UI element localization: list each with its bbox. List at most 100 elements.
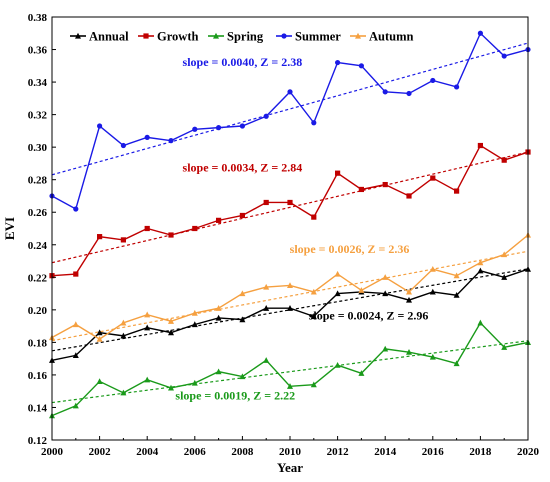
slope-annotation: slope = 0.0024, Z = 2.96 bbox=[309, 309, 429, 323]
data-point-growth bbox=[311, 214, 317, 220]
y-tick-label: 0.12 bbox=[28, 435, 48, 447]
data-point-annual bbox=[310, 313, 317, 319]
x-tick-label: 2018 bbox=[469, 446, 492, 458]
data-point-growth bbox=[239, 212, 245, 219]
data-point-autumn bbox=[96, 335, 103, 342]
legend-swatch-marker bbox=[281, 33, 287, 39]
data-point-growth bbox=[287, 199, 293, 206]
data-point-spring bbox=[144, 376, 151, 383]
data-point-autumn bbox=[310, 288, 317, 295]
data-point-growth bbox=[430, 175, 436, 181]
legend-item-spring: Spring bbox=[208, 30, 264, 44]
data-series bbox=[49, 30, 531, 419]
data-point-summer bbox=[454, 84, 460, 90]
data-point-summer bbox=[430, 77, 436, 84]
data-point-summer bbox=[168, 138, 174, 144]
series-summer bbox=[49, 30, 531, 212]
data-point-annual bbox=[406, 296, 412, 303]
data-point-spring bbox=[477, 319, 484, 326]
data-point-autumn bbox=[382, 274, 389, 280]
x-tick-label: 2004 bbox=[136, 446, 159, 458]
data-point-spring bbox=[287, 383, 293, 389]
data-point-spring bbox=[96, 378, 103, 385]
y-tick-label: 0.28 bbox=[28, 175, 48, 187]
data-point-autumn bbox=[287, 282, 293, 289]
legend-item-summer: Summer bbox=[276, 30, 341, 44]
y-tick-label: 0.32 bbox=[28, 110, 48, 122]
y-tick-label: 0.14 bbox=[28, 402, 48, 414]
data-point-annual bbox=[429, 288, 436, 295]
data-point-growth bbox=[406, 193, 412, 199]
data-point-autumn bbox=[191, 309, 198, 316]
data-point-summer bbox=[335, 59, 341, 66]
y-tick-label: 0.20 bbox=[28, 305, 48, 317]
y-tick-label: 0.30 bbox=[28, 142, 48, 154]
data-point-summer bbox=[192, 126, 198, 132]
data-point-summer bbox=[311, 120, 317, 126]
data-point-autumn bbox=[144, 311, 151, 318]
legend-swatch-marker bbox=[355, 32, 361, 39]
series-growth bbox=[49, 142, 531, 279]
data-point-growth bbox=[144, 225, 150, 232]
axes: 0.12 0.14 0.16 0.18 0.20 0.22 0.24 0.26 0.28 0.30… bbox=[28, 12, 540, 458]
legend-label: Summer bbox=[295, 30, 341, 44]
data-point-annual bbox=[287, 305, 293, 311]
data-point-spring bbox=[429, 353, 436, 360]
data-point-spring bbox=[120, 389, 127, 396]
data-point-annual bbox=[501, 274, 508, 280]
data-point-summer bbox=[120, 142, 126, 149]
y-tick-label: 0.22 bbox=[28, 272, 48, 284]
plot-frame bbox=[51, 16, 529, 441]
x-axis-title: Year bbox=[277, 460, 303, 475]
data-point-annual bbox=[239, 316, 246, 323]
trend-lines bbox=[51, 42, 529, 404]
data-point-spring bbox=[215, 368, 222, 375]
x-tick-label: 2012 bbox=[327, 446, 350, 458]
trend-line-growth bbox=[51, 151, 529, 264]
data-point-spring bbox=[72, 402, 79, 409]
data-point-autumn bbox=[453, 272, 460, 279]
data-point-annual bbox=[453, 292, 460, 298]
x-tick-label: 2000 bbox=[41, 446, 64, 458]
data-point-growth bbox=[358, 186, 364, 193]
data-point-autumn bbox=[501, 251, 508, 258]
data-point-annual bbox=[382, 290, 389, 297]
slope-annotation: slope = 0.0026, Z = 2.36 bbox=[290, 242, 410, 256]
data-point-spring bbox=[310, 381, 317, 388]
slope-annotation: slope = 0.0040, Z = 2.38 bbox=[183, 55, 303, 69]
data-point-growth bbox=[97, 234, 103, 240]
slope-annotations: slope = 0.0040, Z = 2.38 slope = 0.0034, … bbox=[175, 55, 428, 403]
slope-annotation: slope = 0.0019, Z = 2.22 bbox=[175, 388, 295, 402]
trend-line-spring bbox=[51, 340, 529, 404]
data-point-spring bbox=[191, 379, 198, 386]
data-point-annual bbox=[191, 321, 198, 328]
data-point-spring bbox=[334, 361, 341, 368]
data-point-autumn bbox=[334, 270, 341, 277]
series-autumn bbox=[49, 231, 531, 342]
x-tick-label: 2002 bbox=[89, 446, 112, 458]
data-point-autumn bbox=[429, 265, 436, 272]
data-point-annual bbox=[120, 332, 127, 339]
legend-label: Growth bbox=[157, 30, 198, 44]
data-point-growth bbox=[216, 217, 222, 223]
legend-swatch-marker bbox=[75, 32, 81, 39]
data-point-autumn bbox=[120, 319, 127, 326]
data-point-growth bbox=[73, 271, 79, 277]
x-tick-label: 2020 bbox=[517, 446, 540, 458]
data-point-summer bbox=[263, 113, 269, 119]
data-point-autumn bbox=[72, 321, 79, 328]
data-point-autumn bbox=[215, 305, 222, 311]
x-tick-label: 2014 bbox=[374, 446, 397, 458]
slope-annotation: slope = 0.0034, Z = 2.84 bbox=[183, 161, 303, 175]
data-point-spring bbox=[263, 357, 270, 363]
legend-item-growth: Growth bbox=[138, 30, 198, 44]
data-point-annual bbox=[263, 305, 270, 311]
data-point-summer bbox=[216, 125, 222, 131]
data-point-summer bbox=[358, 63, 364, 69]
data-point-annual bbox=[334, 290, 341, 297]
legend-item-annual: Annual bbox=[70, 30, 129, 44]
data-point-growth bbox=[120, 237, 126, 243]
data-point-annual bbox=[72, 352, 79, 358]
x-tick-label: 2006 bbox=[184, 446, 207, 458]
y-tick-label: 0.34 bbox=[28, 77, 48, 89]
